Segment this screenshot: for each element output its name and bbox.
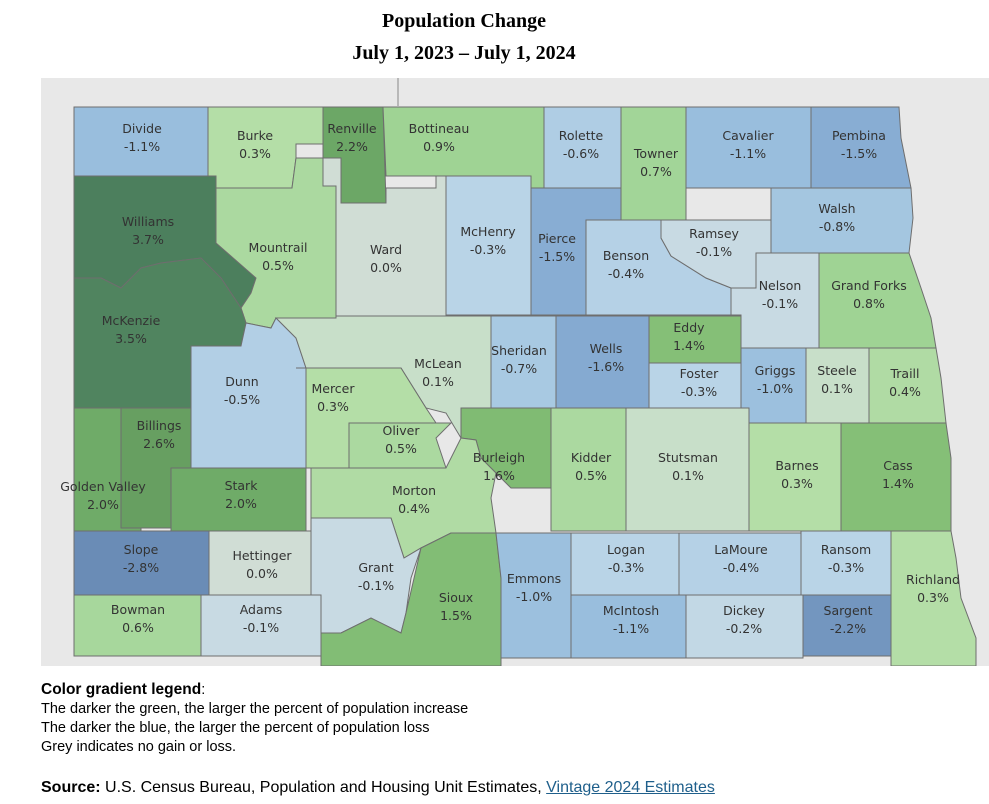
county-oliver[interactable] <box>348 422 453 469</box>
map-title: Population Change <box>382 10 546 32</box>
map-area[interactable]: NorthDakota Divide-1.1%Burke0.3%Renville… <box>41 78 989 666</box>
county-sheridan[interactable] <box>490 315 557 409</box>
legend-heading: Color gradient legend <box>41 681 202 698</box>
county-stark[interactable] <box>170 467 307 532</box>
counties-layer[interactable] <box>73 106 977 666</box>
county-dickey[interactable] <box>685 594 804 659</box>
county-adams[interactable] <box>200 594 322 657</box>
county-cass[interactable] <box>840 422 952 532</box>
county-sioux[interactable] <box>320 532 502 666</box>
county-slope[interactable] <box>73 530 210 596</box>
source-line: Source: U.S. Census Bureau, Population a… <box>41 779 715 797</box>
map-subtitle: July 1, 2023 – July 1, 2024 <box>352 42 576 64</box>
county-hettinger[interactable] <box>208 530 322 596</box>
county-barnes[interactable] <box>748 422 842 532</box>
legend-line-grey: Grey indicates no gain or loss. <box>41 739 237 755</box>
source-link[interactable]: Vintage 2024 Estimates <box>546 779 715 796</box>
county-stutsman[interactable] <box>625 407 750 532</box>
source-label: Source: <box>41 779 101 796</box>
county-cavalier[interactable] <box>685 106 812 189</box>
county-pembina[interactable] <box>810 106 912 189</box>
county-rolette[interactable] <box>543 106 622 189</box>
county-traill[interactable] <box>868 347 947 424</box>
legend-line-blue: The darker the blue, the larger the perc… <box>41 720 430 736</box>
county-mchenry[interactable] <box>436 175 544 316</box>
county-bowman[interactable] <box>73 594 202 657</box>
county-steele[interactable] <box>805 347 870 424</box>
county-eddy[interactable] <box>648 315 742 364</box>
county-kidder[interactable] <box>550 407 627 532</box>
county-logan[interactable] <box>570 532 680 596</box>
county-mcintosh[interactable] <box>570 594 687 659</box>
legend: Color gradient legend: The darker the gr… <box>41 680 961 757</box>
county-griggs[interactable] <box>740 347 807 424</box>
county-divide[interactable] <box>73 106 209 177</box>
source-text: U.S. Census Bureau, Population and Housi… <box>100 779 547 796</box>
county-towner[interactable] <box>620 106 687 221</box>
legend-line-green: The darker the green, the larger the per… <box>41 701 469 717</box>
county-foster[interactable] <box>648 362 742 409</box>
county-sargent[interactable] <box>802 594 892 657</box>
county-lamoure[interactable] <box>678 532 802 596</box>
county-walsh[interactable] <box>770 187 914 254</box>
county-ransom[interactable] <box>800 530 892 596</box>
county-map[interactable]: NorthDakota Divide-1.1%Burke0.3%Renville… <box>41 78 989 666</box>
county-wells[interactable] <box>555 315 650 409</box>
county-emmons[interactable] <box>495 532 572 659</box>
legend-heading-suffix: : <box>201 682 206 698</box>
